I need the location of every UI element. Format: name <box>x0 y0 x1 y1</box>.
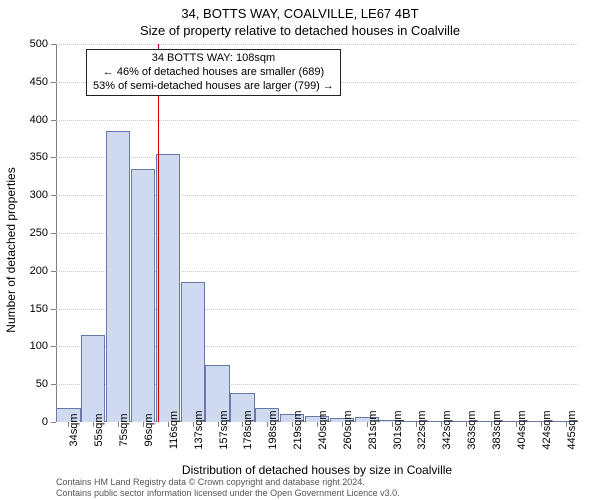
x-tick-label: 96sqm <box>143 413 155 446</box>
histogram-bar <box>106 131 130 422</box>
y-tick-label: 50 <box>36 378 48 390</box>
annotation-box: 34 BOTTS WAY: 108sqm← 46% of detached ho… <box>86 49 341 96</box>
y-tick-label: 350 <box>30 151 48 163</box>
histogram-bar <box>81 335 105 422</box>
x-tick-label: 301sqm <box>392 410 404 449</box>
y-tick-label: 250 <box>30 227 48 239</box>
x-tick-label: 157sqm <box>218 410 230 449</box>
annot-line-3: 53% of semi-detached houses are larger (… <box>93 80 334 94</box>
x-tick-label: 281sqm <box>367 410 379 449</box>
x-tick-label: 383sqm <box>491 410 503 449</box>
footer-line-1: Contains HM Land Registry data © Crown c… <box>56 477 400 487</box>
x-tick-label: 445sqm <box>566 410 578 449</box>
y-tick-label: 200 <box>30 265 48 277</box>
y-tick-label: 150 <box>30 303 48 315</box>
histogram-chart: 05010015020025030035040045050034sqm55sqm… <box>56 44 578 422</box>
y-tick-label: 500 <box>30 38 48 50</box>
y-tick-label: 0 <box>42 416 48 428</box>
x-tick-label: 424sqm <box>541 410 553 449</box>
x-tick-label: 75sqm <box>118 413 130 446</box>
y-tick-label: 300 <box>30 189 48 201</box>
attribution-footer: Contains HM Land Registry data © Crown c… <box>56 477 400 498</box>
x-tick-label: 219sqm <box>292 410 304 449</box>
x-tick-label: 116sqm <box>168 411 180 449</box>
x-tick-label: 198sqm <box>267 410 279 449</box>
x-tick-label: 178sqm <box>242 410 254 449</box>
x-tick-label: 363sqm <box>466 410 478 449</box>
x-axis-label: Distribution of detached houses by size … <box>182 463 452 477</box>
x-tick-label: 322sqm <box>416 410 428 449</box>
x-tick-label: 404sqm <box>516 410 528 449</box>
y-tick-label: 400 <box>30 114 48 126</box>
annot-line-1: 34 BOTTS WAY: 108sqm <box>93 52 334 66</box>
reference-line <box>158 44 159 422</box>
x-tick-label: 240sqm <box>317 410 329 449</box>
y-tick-label: 100 <box>30 340 48 352</box>
y-axis-label: Number of detached properties <box>4 167 18 332</box>
y-tick-label: 450 <box>30 76 48 88</box>
histogram-bar <box>156 154 180 422</box>
page-title: 34, BOTTS WAY, COALVILLE, LE67 4BT <box>0 0 600 21</box>
annot-line-2: ← 46% of detached houses are smaller (68… <box>93 66 334 80</box>
histogram-bar <box>181 282 205 422</box>
x-tick-label: 34sqm <box>68 413 80 446</box>
x-tick-label: 55sqm <box>93 413 105 446</box>
x-tick-label: 137sqm <box>193 410 205 449</box>
x-tick-label: 342sqm <box>441 410 453 449</box>
x-tick-label: 260sqm <box>342 410 354 449</box>
histogram-bar <box>131 169 155 422</box>
chart-subtitle: Size of property relative to detached ho… <box>0 21 600 39</box>
footer-line-2: Contains public sector information licen… <box>56 488 400 498</box>
